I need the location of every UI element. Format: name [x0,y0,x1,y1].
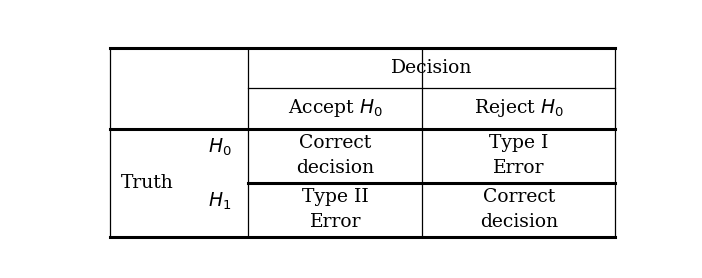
Text: Decision: Decision [391,59,472,77]
Text: $H_1$: $H_1$ [208,191,231,212]
Text: Type I
Error: Type I Error [489,134,548,177]
Text: Type II
Error: Type II Error [302,188,369,232]
Text: Correct
decision: Correct decision [480,188,558,232]
Text: Accept $H_0$: Accept $H_0$ [288,97,383,119]
Text: Truth: Truth [121,174,173,192]
Text: Reject $H_0$: Reject $H_0$ [474,97,564,119]
Text: Correct
decision: Correct decision [296,134,374,177]
Text: $H_0$: $H_0$ [208,137,231,158]
